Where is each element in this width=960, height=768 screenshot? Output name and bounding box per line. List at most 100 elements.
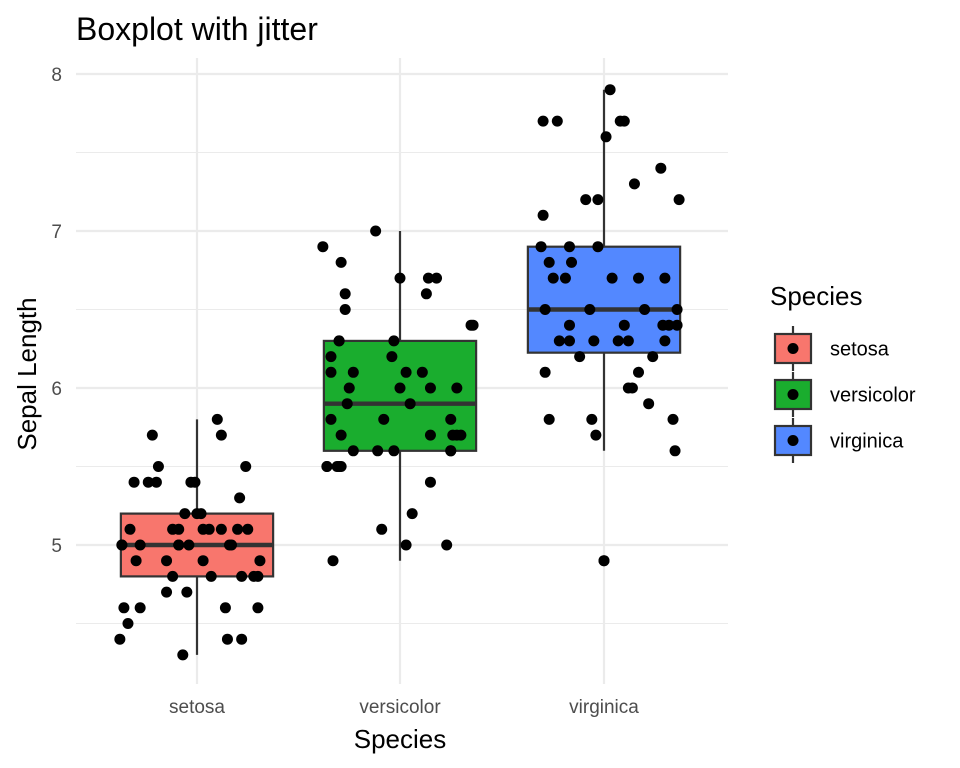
data-point [203, 523, 215, 535]
legend-key-point [787, 343, 799, 354]
y-tick-label: 8 [51, 65, 62, 86]
data-point [215, 429, 227, 441]
data-point [563, 319, 575, 331]
data-point [551, 115, 563, 127]
data-point [167, 570, 179, 582]
data-point [671, 319, 683, 331]
data-point [339, 288, 351, 300]
data-point [128, 476, 140, 488]
data-point [673, 194, 685, 206]
data-point [535, 241, 547, 253]
data-point [122, 618, 134, 629]
data-point [553, 335, 565, 347]
data-point [647, 351, 659, 363]
y-tick-label: 5 [51, 536, 62, 557]
data-point [335, 429, 347, 441]
data-point [335, 461, 347, 472]
data-point [254, 555, 266, 567]
data-point [424, 382, 436, 394]
data-point [236, 570, 248, 582]
data-point [445, 413, 457, 425]
data-point [167, 523, 179, 535]
data-point [240, 461, 252, 472]
data-point [177, 649, 189, 661]
data-point [667, 413, 679, 425]
data-point [622, 382, 634, 394]
data-point [197, 555, 209, 567]
data-point [252, 570, 264, 582]
data-point [378, 413, 390, 425]
data-point [376, 523, 388, 535]
data-point [592, 241, 604, 253]
data-point [455, 429, 467, 441]
data-point [400, 366, 412, 378]
data-point [422, 272, 434, 284]
data-point [347, 445, 359, 457]
data-point [116, 539, 128, 551]
data-point [150, 476, 162, 488]
data-point [142, 476, 154, 488]
data-point [161, 555, 173, 567]
data-point [333, 335, 345, 347]
data-point [431, 272, 443, 284]
data-point [372, 445, 384, 457]
data-point [347, 366, 359, 378]
data-point [633, 366, 645, 378]
data-point [618, 319, 630, 331]
data-point [669, 445, 681, 457]
y-axis-title: Sepal Length [12, 297, 42, 450]
x-tick-label: virginica [569, 697, 639, 718]
data-point [195, 508, 207, 520]
data-point [663, 319, 675, 331]
data-point [236, 633, 248, 645]
data-point [161, 586, 173, 598]
data-point [152, 461, 164, 472]
data-point [118, 602, 130, 614]
data-point [321, 461, 333, 472]
data-point [134, 539, 146, 551]
data-point [574, 351, 586, 363]
data-point [234, 492, 246, 504]
data-point [343, 382, 355, 394]
data-point [547, 272, 559, 284]
data-point [539, 366, 551, 378]
data-point [211, 413, 223, 425]
legend-title: Species [770, 281, 863, 311]
data-point [335, 256, 347, 268]
data-point [655, 162, 667, 174]
data-point [592, 194, 604, 206]
data-point [219, 602, 231, 614]
data-point [563, 335, 575, 347]
data-point [598, 555, 610, 567]
data-point [424, 429, 436, 441]
chart-title: Boxplot with jitter [76, 11, 318, 47]
data-point [221, 633, 233, 645]
data-point [232, 523, 244, 535]
data-point [406, 508, 418, 520]
data-point [622, 335, 634, 347]
data-point [618, 115, 630, 127]
data-point [327, 555, 339, 567]
data-point [600, 131, 612, 143]
data-point [252, 602, 264, 614]
data-point [604, 84, 616, 96]
data-point [643, 398, 655, 410]
data-point [226, 539, 238, 551]
data-point [325, 351, 337, 363]
data-point [559, 272, 571, 284]
x-tick-label: setosa [169, 697, 225, 718]
data-point [590, 429, 602, 441]
data-point [584, 304, 596, 315]
data-point [179, 508, 191, 520]
data-point [130, 555, 142, 567]
y-tick-label: 7 [51, 222, 62, 243]
data-point [134, 602, 146, 614]
data-point [183, 539, 195, 551]
data-point [659, 335, 671, 347]
axes: 5 6 7 8 setosa versicolor virginica [51, 65, 639, 718]
data-point [639, 304, 651, 315]
data-point [341, 398, 353, 410]
data-point [404, 398, 416, 410]
x-tick-label: versicolor [359, 697, 441, 718]
